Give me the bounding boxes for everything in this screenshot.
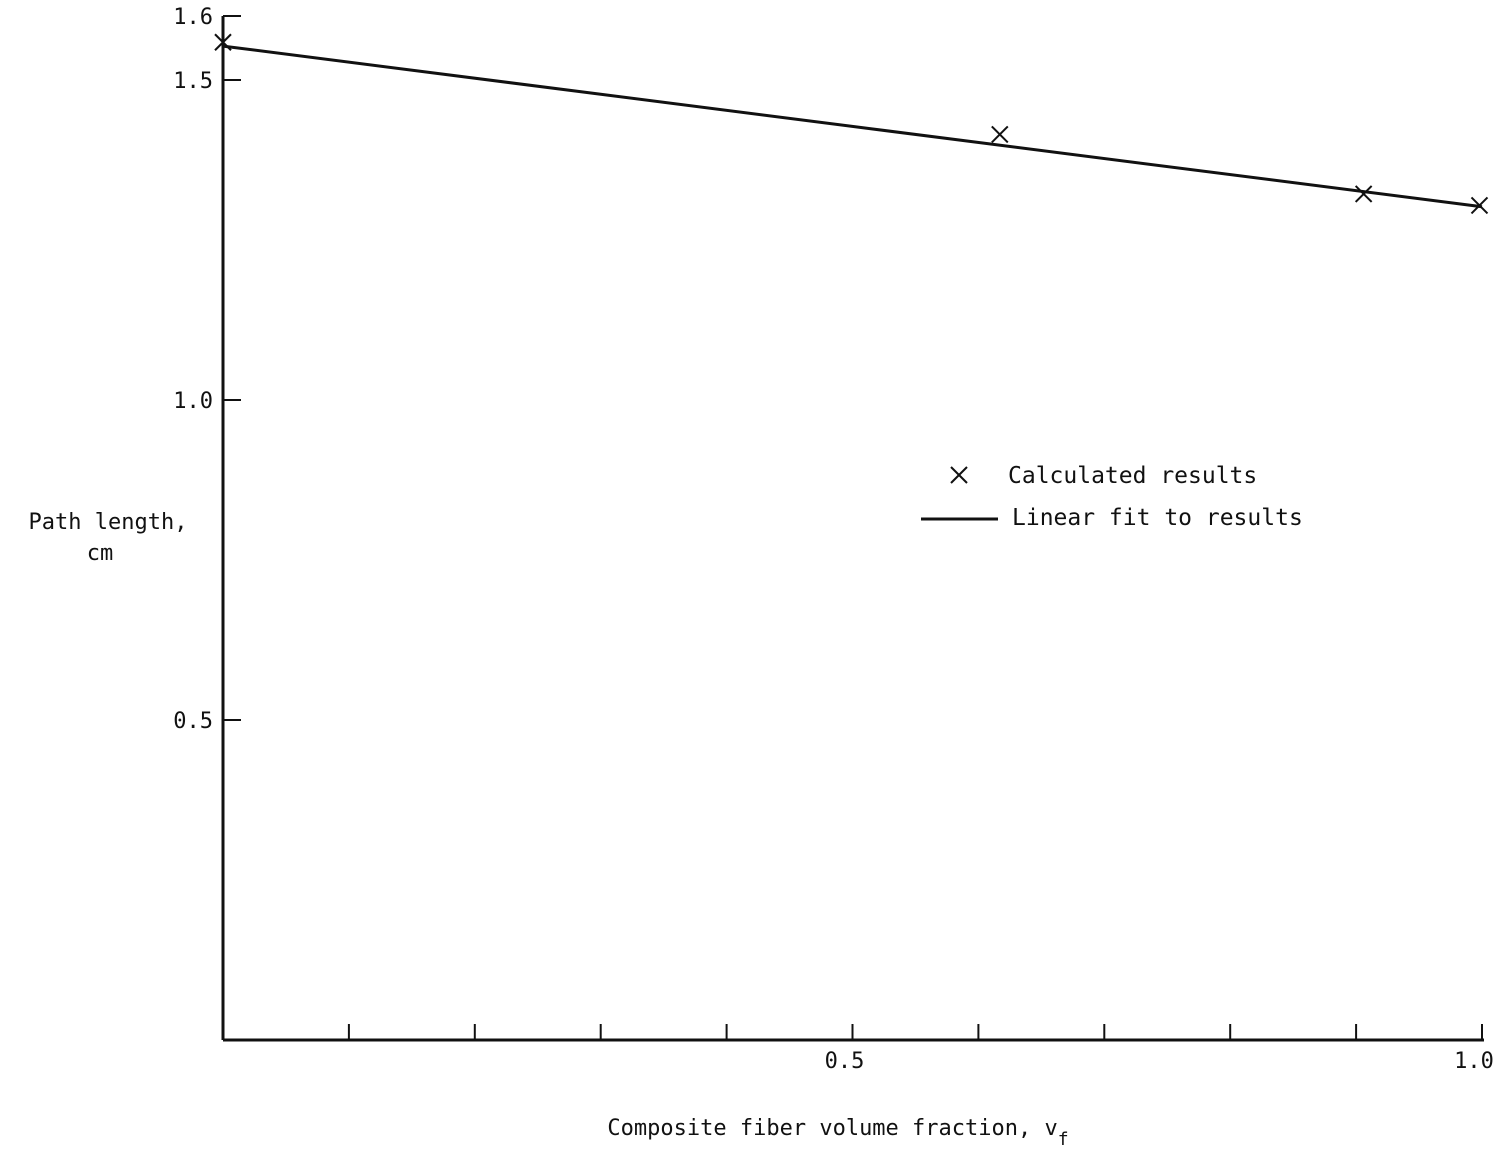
y-axis-label-line2: cm	[87, 541, 114, 566]
x-axis-label-main: Composite fiber volume fraction, v	[607, 1116, 1057, 1141]
y-axis-label-line1: Path length,	[29, 510, 188, 535]
x-axis-label: Composite fiber volume fraction, vf	[607, 1116, 1068, 1150]
data-point-x-marker	[991, 125, 1009, 144]
legend: Calculated results Linear fit to results	[921, 463, 1303, 531]
legend-label-linear-fit: Linear fit to results	[1012, 505, 1303, 531]
y-tick-label: 1.0	[173, 389, 213, 414]
x-ticks: 0.5 1.0	[347, 1024, 1494, 1074]
legend-label-calculated: Calculated results	[1008, 463, 1257, 489]
legend-marker-x	[950, 466, 968, 484]
x-axis-label-subscript: f	[1058, 1129, 1069, 1150]
linear-fit-line	[222, 44, 1483, 209]
data-point-x-marker	[1354, 185, 1373, 203]
y-tick-label: 1.6	[173, 5, 213, 30]
series-layer	[214, 33, 1489, 215]
x-tick-label: 0.5	[825, 1049, 865, 1074]
y-ticks: 0.5 1.0 1.5 1.6	[173, 5, 241, 734]
y-tick-label: 0.5	[173, 709, 213, 734]
y-tick-label: 1.5	[173, 69, 213, 94]
x-tick-label: 1.0	[1454, 1049, 1494, 1074]
